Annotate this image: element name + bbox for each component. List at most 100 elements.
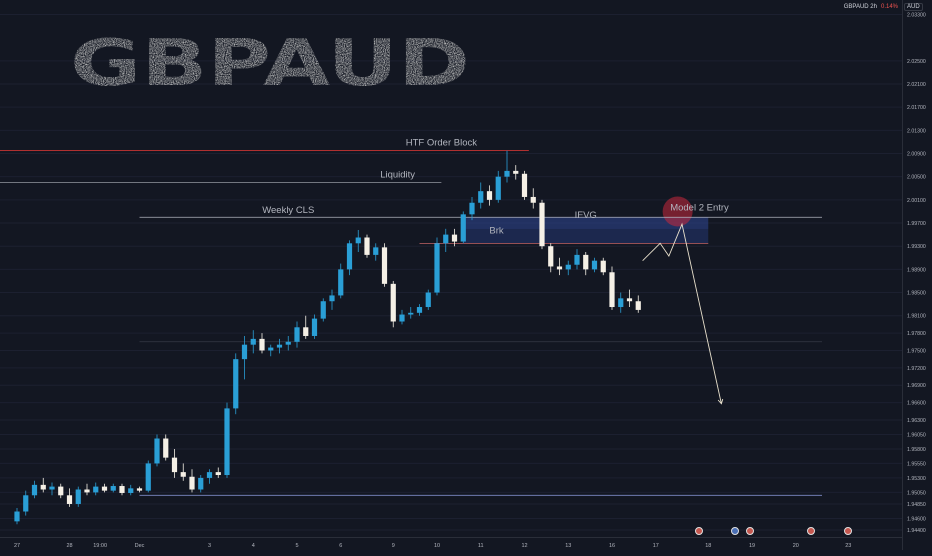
time-axis[interactable]: 27 28 19:00 Dec 3 4 5 6 9 10 11 12 13 16 17 18 19 20 23 <box>0 537 902 551</box>
projection-path <box>642 222 724 405</box>
candle-body <box>460 214 466 242</box>
price-tick-label: 1.97500 <box>907 348 926 354</box>
price-tick-label: 1.94400 <box>907 528 926 534</box>
time-tick-label: 17 <box>653 543 659 549</box>
time-tick-label: 28 <box>66 543 72 549</box>
zones-layer <box>463 196 709 244</box>
candle-body <box>101 486 108 491</box>
candle-body <box>198 477 204 490</box>
candle-body <box>521 173 528 197</box>
candle-body <box>303 327 309 336</box>
candle-body <box>451 234 458 242</box>
price-tick-label: 1.98100 <box>907 314 926 320</box>
candle-body <box>259 338 265 351</box>
time-tick-label: 20 <box>793 543 799 549</box>
candle-body <box>224 408 230 476</box>
candle-body <box>241 344 248 360</box>
economic-event-icon[interactable] <box>844 527 852 535</box>
time-tick-label: Dec <box>135 543 145 549</box>
economic-event-icon[interactable] <box>731 527 739 535</box>
candle-body <box>530 196 536 203</box>
candle-body <box>294 327 300 342</box>
candle-body <box>600 260 606 273</box>
time-tick-label: 9 <box>392 543 395 549</box>
candle-body <box>14 511 20 522</box>
candle-body <box>311 318 318 336</box>
annotation-labels: HTF Order Block Liquidity Weekly CLS IFVG Br… <box>262 138 729 237</box>
candle-body <box>119 486 125 493</box>
entry-marker-icon <box>662 196 693 227</box>
change-percent: 0.14% <box>880 4 898 10</box>
candle-body <box>233 359 239 409</box>
economic-event-icon[interactable] <box>695 527 703 535</box>
candle-body <box>609 272 615 308</box>
price-tick-label: 1.96900 <box>907 383 926 389</box>
candle-body <box>539 202 545 247</box>
price-tick-label: 2.00100 <box>907 198 926 204</box>
candles-layer <box>14 150 641 525</box>
price-tick-label: 2.00900 <box>907 152 926 158</box>
candle-body <box>583 254 589 270</box>
candle-body <box>171 457 178 473</box>
candle-body <box>364 237 370 255</box>
time-tick-label: 18 <box>705 543 711 549</box>
candle-body <box>189 476 195 490</box>
price-tick-label: 1.99300 <box>907 244 926 250</box>
time-tick-label: 4 <box>252 543 255 549</box>
candle-body <box>469 202 475 215</box>
price-tick-label: 2.01300 <box>907 128 926 134</box>
time-tick-label: 10 <box>434 543 440 549</box>
price-tick-label: 1.95550 <box>907 461 926 467</box>
candle-body <box>556 266 563 270</box>
candle-body <box>565 264 571 270</box>
projection-arrow-icon <box>717 398 724 405</box>
candle-body <box>425 292 431 308</box>
economic-event-icon[interactable] <box>746 527 754 535</box>
time-tick-label: 16 <box>609 543 615 549</box>
grid-lines <box>0 13 902 531</box>
price-tick-label: 1.94850 <box>907 502 926 508</box>
price-axis[interactable]: 2.03300 2.02500 2.02100 2.01700 2.01300 2.009… <box>902 0 932 550</box>
price-tick-label: 1.94600 <box>907 516 926 522</box>
price-tick-label: 2.02500 <box>907 59 926 65</box>
time-tick-label: 5 <box>295 543 298 549</box>
candle-body <box>40 484 46 490</box>
time-tick-label: 3 <box>208 543 211 549</box>
candle-body <box>154 438 160 464</box>
candle-body <box>206 472 213 478</box>
candle-body <box>320 301 326 319</box>
price-tick-label: 1.97200 <box>907 366 926 372</box>
candle-body <box>486 191 493 200</box>
candle-body <box>478 191 484 203</box>
candle-body <box>574 254 580 265</box>
model-2-entry-label: Model 2 Entry <box>670 202 729 213</box>
candle-body <box>390 283 396 322</box>
candle-body <box>443 234 449 244</box>
candle-body <box>250 338 256 345</box>
time-tick-label: 19 <box>749 543 755 549</box>
price-tick-label: 1.95300 <box>907 476 926 482</box>
price-tick-label: 2.01700 <box>907 105 926 111</box>
economic-event-icon[interactable] <box>807 527 815 535</box>
candle-body <box>276 344 283 348</box>
projection-line <box>642 222 722 404</box>
price-tick-label: 2.02100 <box>907 82 926 88</box>
candle-body <box>495 176 501 200</box>
candle-body <box>513 170 519 174</box>
candle-body <box>399 314 405 322</box>
price-tick-label: 1.95800 <box>907 447 926 453</box>
price-tick-label: 1.98900 <box>907 267 926 273</box>
candle-body <box>591 260 598 270</box>
candle-body <box>75 489 81 504</box>
time-tick-label: 6 <box>339 543 342 549</box>
candle-body <box>338 269 344 296</box>
price-tick-label: 1.96050 <box>907 432 926 438</box>
brk-zone <box>463 217 709 229</box>
time-tick-label: 27 <box>14 543 20 549</box>
candle-body <box>66 495 73 504</box>
currency-badge[interactable]: AUD <box>904 3 923 11</box>
candle-body <box>504 170 510 177</box>
candle-body <box>23 495 29 512</box>
symbol-header: GBPAUD 2h 0.14% <box>844 4 898 10</box>
